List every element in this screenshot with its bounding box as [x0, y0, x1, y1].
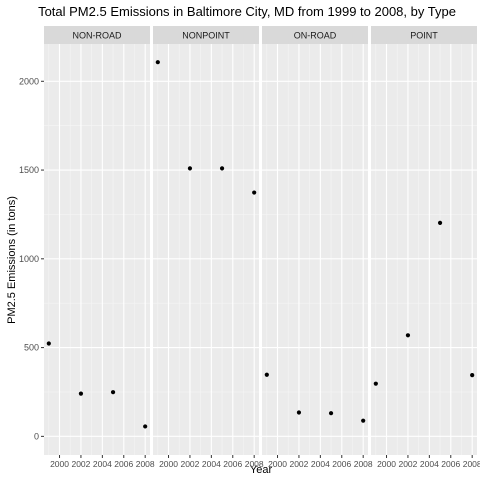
facet-panel [371, 44, 477, 455]
x-tick-label: 2000 [377, 459, 396, 469]
data-point [187, 166, 193, 171]
facet-strip-label: NON-ROAD [73, 31, 122, 41]
facet-panel [262, 44, 368, 455]
x-tick-label: 2006 [114, 459, 133, 469]
x-tick-label: 2000 [159, 459, 178, 469]
facet-panel [44, 44, 150, 455]
y-tick-label: 2000 [19, 76, 39, 86]
facet-strip [262, 26, 368, 44]
facet-strip-label: NONPOINT [182, 31, 230, 41]
facet-strip-label: POINT [410, 31, 438, 41]
data-point [252, 190, 257, 195]
x-tick-label: 2004 [420, 459, 439, 469]
x-tick-label: 2002 [398, 459, 417, 469]
data-point [78, 391, 84, 396]
x-tick-label: 2000 [50, 459, 69, 469]
data-point [155, 60, 160, 65]
y-axis-label: PM2.5 Emissions (in tons) [6, 196, 18, 324]
x-tick-label: 2006 [441, 459, 460, 469]
y-tick-label: 1500 [19, 165, 39, 175]
x-tick-label: 2008 [245, 459, 264, 469]
data-point [143, 424, 148, 429]
facet-strip [44, 26, 150, 44]
data-point [328, 411, 334, 416]
y-tick-label: 0 [34, 431, 39, 441]
facet-panel [153, 44, 259, 455]
x-tick-label: 2004 [311, 459, 330, 469]
data-point [405, 333, 411, 338]
data-point [373, 381, 378, 386]
x-tick-label: 2008 [463, 459, 480, 469]
data-point [264, 372, 269, 377]
x-tick-label: 2002 [180, 459, 199, 469]
x-tick-label: 2008 [354, 459, 373, 469]
x-tick-label: 2008 [136, 459, 155, 469]
x-tick-label: 2006 [332, 459, 351, 469]
data-point [437, 220, 443, 225]
data-point [46, 341, 51, 346]
x-tick-label: 2006 [223, 459, 242, 469]
x-tick-label: 2000 [268, 459, 287, 469]
data-point [219, 166, 225, 171]
x-tick-label: 2004 [93, 459, 112, 469]
facet-strip [371, 26, 477, 44]
y-tick-label: 500 [24, 343, 39, 353]
x-tick-label: 2002 [71, 459, 90, 469]
x-tick-label: 2002 [289, 459, 308, 469]
data-point [296, 410, 302, 415]
data-point [470, 373, 475, 378]
data-point [361, 418, 366, 423]
chart-title: Total PM2.5 Emissions in Baltimore City,… [38, 4, 456, 19]
facet-strip [153, 26, 259, 44]
data-point [110, 390, 116, 395]
y-tick-label: 1000 [19, 254, 39, 264]
x-axis-label: Year [250, 464, 273, 476]
x-tick-label: 2004 [202, 459, 221, 469]
facet-strip-label: ON-ROAD [294, 31, 337, 41]
